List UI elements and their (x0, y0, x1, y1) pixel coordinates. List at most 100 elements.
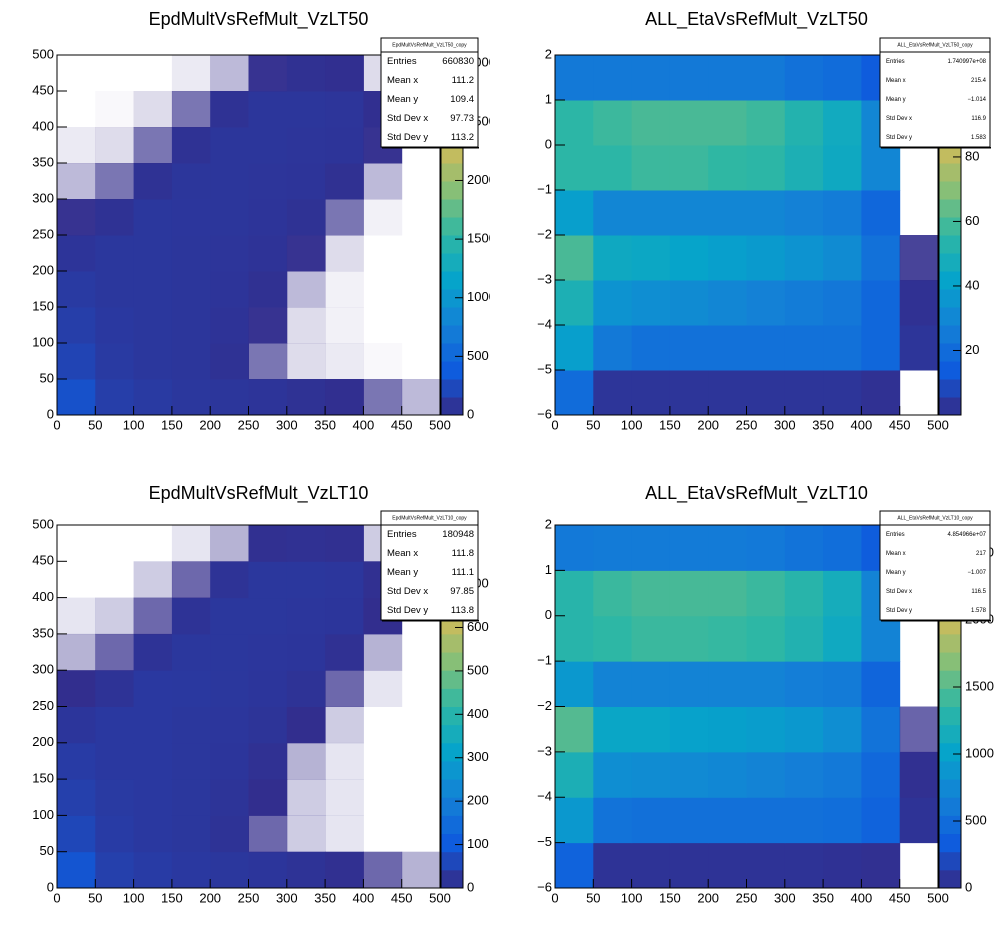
heatmap-cell (593, 797, 633, 844)
heatmap-cell (325, 127, 364, 164)
heatmap-cell (133, 561, 173, 599)
z-tick-label: 100 (467, 836, 489, 851)
color-bar-step (939, 688, 961, 707)
heatmap-cell (555, 615, 594, 662)
z-tick-label: 0 (467, 406, 474, 421)
heatmap-cell (171, 851, 211, 889)
heatmap-cell (669, 842, 709, 889)
heatmap-cell (325, 633, 364, 671)
color-bar-step (441, 217, 463, 236)
heatmap-cell (286, 343, 326, 380)
heatmap-cell (95, 779, 135, 816)
y-tick-label: 350 (32, 625, 54, 640)
heatmap-cell (57, 271, 96, 308)
heatmap-cell (631, 706, 671, 753)
x-tick-label: 0 (53, 890, 60, 905)
heatmap-cell (210, 851, 249, 889)
stats-label: Std Dev x (387, 586, 428, 597)
x-tick-label: 200 (697, 417, 719, 432)
z-tick-label: 1500 (965, 678, 994, 693)
color-bar-step (939, 379, 961, 398)
heatmap-cell (210, 779, 249, 816)
y-tick-label: −6 (537, 406, 552, 421)
heatmap-cell (325, 561, 364, 599)
color-bar-step (939, 779, 961, 798)
stats-label: Mean y (886, 97, 906, 103)
heatmap-cell (669, 525, 709, 571)
heatmap-cell (708, 325, 747, 371)
stats-value: 97.85 (450, 586, 474, 597)
heatmap-cell (593, 145, 633, 191)
z-tick-label: 200 (467, 793, 489, 808)
stats-label: Mean y (387, 567, 418, 578)
y-tick-label: 100 (32, 807, 54, 822)
x-tick-label: 450 (889, 890, 911, 905)
color-bar-step (441, 379, 463, 398)
x-tick-label: 400 (851, 890, 873, 905)
heatmap-cell (669, 235, 709, 281)
heatmap-cell (210, 343, 249, 380)
x-tick-label: 400 (353, 417, 375, 432)
heatmap-cell (248, 851, 288, 889)
y-tick-label: 450 (32, 553, 54, 568)
heatmap-cell (401, 851, 441, 889)
y-tick-label: 1 (545, 91, 552, 106)
heatmap-cell (286, 706, 326, 744)
heatmap-cell (325, 271, 364, 308)
stats-label: Entries (886, 59, 905, 65)
x-tick-label: 250 (238, 890, 260, 905)
stats-name: EpdMultVsRefMult_VzLT50_copy (392, 42, 467, 48)
heatmap-cell (363, 670, 403, 707)
heatmap-cell (746, 280, 786, 326)
heatmap-cell (861, 145, 901, 191)
heatmap-cell (57, 815, 96, 853)
stats-value: −1.007 (967, 570, 986, 576)
heatmap-cell (171, 199, 211, 236)
heatmap-cell (708, 615, 747, 662)
heatmap-cell (286, 815, 326, 853)
heatmap-cell (593, 615, 633, 662)
chart-title: ALL_EtaVsRefMult_VzLT10 (645, 483, 868, 504)
heatmap-cell (861, 235, 901, 281)
y-tick-label: 0 (545, 136, 552, 151)
y-tick-label: −3 (537, 271, 552, 286)
x-tick-label: 300 (774, 890, 796, 905)
heatmap-cell (248, 742, 288, 780)
heatmap-cell (57, 597, 96, 635)
heatmap-cell (171, 235, 211, 272)
color-bar-step (441, 633, 463, 653)
heatmap-cell (555, 706, 594, 753)
stats-label: Mean x (886, 78, 906, 84)
color-bar-step (441, 145, 463, 164)
heatmap-cell (363, 379, 403, 416)
pad: EpdMultVsRefMult_VzLT10 0 50 100 150 200 250 30… (32, 483, 488, 906)
color-bar-step (939, 145, 961, 164)
heatmap-cell (286, 597, 326, 635)
y-tick-label: 250 (32, 226, 54, 241)
x-tick-label: 350 (314, 417, 336, 432)
stats-label: Std Dev y (387, 605, 428, 616)
color-bar-step (939, 797, 961, 816)
heatmap-cell (95, 706, 135, 744)
heatmap-cell (861, 370, 901, 416)
y-tick-label: −4 (537, 316, 552, 331)
z-tick-label: 1000 (965, 745, 994, 760)
heatmap-cell (555, 100, 594, 146)
heatmap-cell (248, 815, 288, 853)
y-tick-label: 150 (32, 298, 54, 313)
heatmap-cell (248, 706, 288, 744)
heatmap-cell (133, 851, 173, 889)
heatmap-cell (325, 199, 364, 236)
stats-shadow (881, 147, 991, 149)
x-tick-label: 200 (697, 890, 719, 905)
heatmap-cell (861, 797, 901, 844)
stats-label: Std Dev x (886, 589, 912, 595)
x-tick-label: 150 (161, 890, 183, 905)
x-tick-label: 500 (429, 417, 451, 432)
heatmap-cell (171, 271, 211, 308)
y-tick-label: 0 (47, 879, 54, 894)
heatmap-cell (708, 706, 747, 753)
color-bar-step (939, 742, 961, 762)
heatmap-cell (248, 199, 288, 236)
heatmap-cell (631, 525, 671, 571)
